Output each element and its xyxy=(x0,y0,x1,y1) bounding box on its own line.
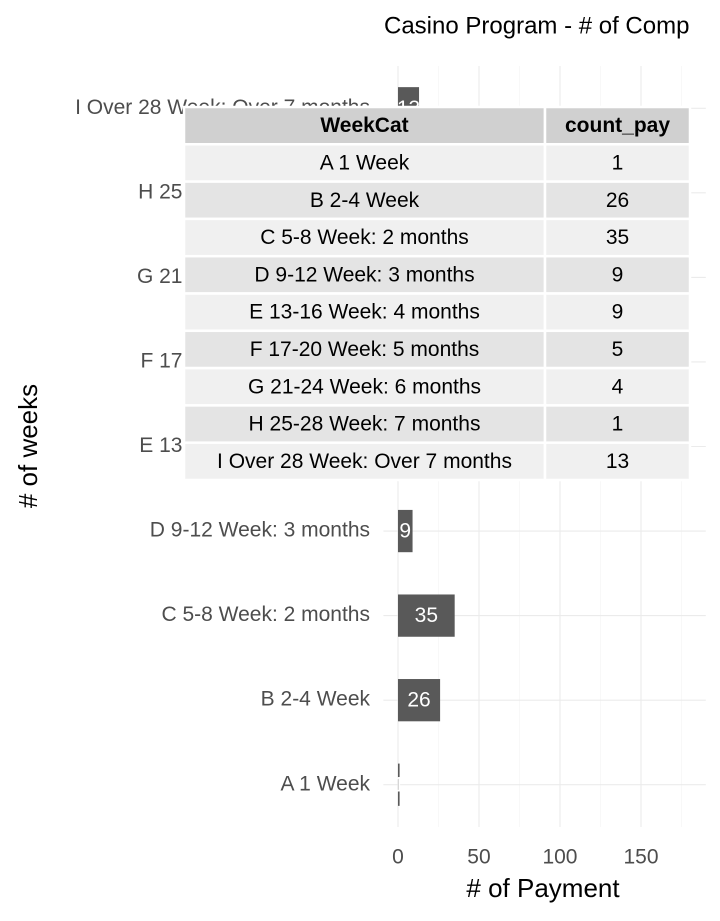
table-row-cell xyxy=(182,180,547,221)
table-row-text: 26 xyxy=(606,189,629,212)
table-row-cell xyxy=(543,217,692,258)
table: WeekCat count_pay A 1 Week 1 B 2-4 Week 26 C 5… xyxy=(182,105,692,482)
table-row-cell xyxy=(543,254,692,295)
table-row-text: 9 xyxy=(612,263,624,286)
table-row-text: 13 xyxy=(606,450,629,473)
y-axis-label: # of weeks xyxy=(13,384,43,508)
table-row-cell xyxy=(543,329,692,370)
x-tick-label: 150 xyxy=(623,846,658,869)
table-row-text: H 25-28 Week: 7 months xyxy=(249,413,481,436)
table-row-cell xyxy=(543,404,692,444)
bar xyxy=(397,594,455,637)
table-row-text: 5 xyxy=(612,338,624,361)
table-row-text: F 17-20 Week: 5 months xyxy=(250,338,480,361)
y-tick-label: C 5-8 Week: 2 months xyxy=(161,603,370,626)
chart-title: Casino Program - # of Comp xyxy=(384,12,689,39)
table-row-cell xyxy=(543,292,692,333)
table-row-text: 1 xyxy=(612,413,624,436)
table-row-text: A 1 Week xyxy=(320,151,410,174)
table-row-text: 9 xyxy=(612,301,624,324)
table-row-text: C 5-8 Week: 2 months xyxy=(260,226,469,249)
bar xyxy=(397,679,441,722)
table-row-cell xyxy=(543,366,692,407)
table-header-cell xyxy=(182,105,547,146)
x-tick-label: 100 xyxy=(542,846,577,869)
table-row-cell xyxy=(182,254,547,295)
table-row-cell xyxy=(543,441,692,482)
table-row-text: 35 xyxy=(606,226,629,249)
y-tick-label: D 9-12 Week: 3 months xyxy=(150,519,370,542)
x-tick-label: 50 xyxy=(467,846,490,869)
table-row-cell xyxy=(543,143,692,183)
bar-value-label: 1 xyxy=(393,773,405,796)
bar-value-label: 26 xyxy=(407,689,430,712)
bar-value-label: 9 xyxy=(399,520,411,543)
table-row-text: I Over 28 Week: Over 7 months xyxy=(217,450,512,473)
x-axis-label: # of Payment xyxy=(466,873,620,903)
table-header-text: count_pay xyxy=(565,114,670,137)
y-tick-label: A 1 Week xyxy=(281,772,371,795)
table-row-text: 1 xyxy=(612,151,624,174)
bar xyxy=(397,509,413,553)
table-row-cell xyxy=(543,180,692,221)
y-tick-label: B 2-4 Week xyxy=(261,688,371,711)
table-header-text: WeekCat xyxy=(320,114,408,137)
bar xyxy=(397,763,400,806)
table-row-text: E 13-16 Week: 4 months xyxy=(249,301,480,324)
table-row-text: G 21-24 Week: 6 months xyxy=(248,375,481,398)
table-row-cell xyxy=(182,143,547,183)
table-row-cell xyxy=(182,366,547,407)
table-row-text: B 2-4 Week xyxy=(310,189,420,212)
x-tick-label: 0 xyxy=(392,846,404,869)
bar-value-label: 35 xyxy=(415,604,438,627)
table-row-cell xyxy=(182,404,547,444)
table-row-text: 4 xyxy=(612,375,624,398)
table-row-text: D 9-12 Week: 3 months xyxy=(254,263,474,286)
table-row-cell xyxy=(182,217,547,258)
